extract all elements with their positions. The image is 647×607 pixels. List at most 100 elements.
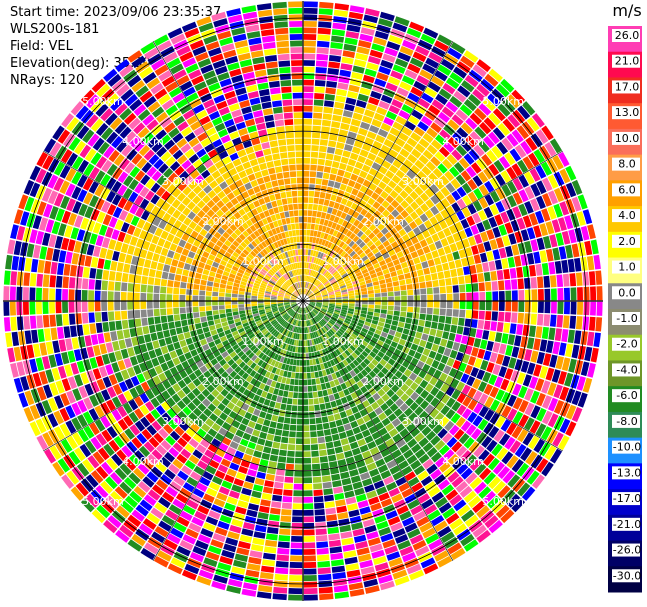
ppi-cell xyxy=(89,394,99,407)
ppi-cell xyxy=(477,273,485,283)
ppi-cell xyxy=(206,286,213,292)
ppi-cell xyxy=(115,529,130,543)
ppi-cell xyxy=(142,351,151,362)
ppi-cell xyxy=(318,370,323,378)
ppi-cell xyxy=(264,304,271,307)
ppi-cell xyxy=(176,400,187,410)
ppi-cell xyxy=(377,442,388,452)
ppi-cell xyxy=(390,70,403,80)
ppi-cell xyxy=(129,424,141,436)
ppi-cell xyxy=(142,267,150,276)
ppi-cell xyxy=(112,340,120,351)
ppi-cell xyxy=(225,308,232,313)
ppi-cell xyxy=(188,454,200,465)
ppi-cell xyxy=(330,467,340,475)
ppi-cell xyxy=(486,229,495,240)
ppi-cell xyxy=(278,279,284,285)
ppi-cell xyxy=(347,338,354,345)
ppi-cell xyxy=(299,373,303,379)
ppi-cell xyxy=(284,303,290,305)
ppi-cell xyxy=(373,262,380,269)
ppi-cell xyxy=(271,501,282,509)
ppi-cell xyxy=(285,307,292,311)
ppi-cell xyxy=(596,286,603,301)
ppi-cell xyxy=(303,164,310,171)
ppi-cell xyxy=(398,413,408,423)
ppi-cell xyxy=(253,408,261,417)
ppi-cell xyxy=(462,195,472,206)
ppi-cell xyxy=(484,396,495,408)
ppi-cell xyxy=(405,195,414,205)
ppi-cell xyxy=(322,269,328,276)
ppi-cell xyxy=(461,80,475,93)
ppi-cell xyxy=(380,122,392,132)
ppi-cell xyxy=(447,119,460,131)
ppi-cell xyxy=(335,398,343,406)
ppi-cell xyxy=(343,171,352,179)
ppi-cell xyxy=(213,574,228,584)
ppi-cell xyxy=(367,396,376,405)
ppi-cell xyxy=(243,259,250,266)
ppi-cell xyxy=(241,191,250,199)
ppi-cell xyxy=(498,280,505,291)
ppi-cell xyxy=(80,109,94,124)
ppi-cell xyxy=(359,281,366,286)
ppi-cell xyxy=(464,247,473,257)
ppi-cell xyxy=(398,132,409,142)
ppi-cell xyxy=(90,470,104,484)
ppi-cell xyxy=(507,408,518,421)
ppi-cell xyxy=(303,477,313,484)
ppi-cell xyxy=(151,357,160,367)
ppi-cell xyxy=(197,209,206,219)
ppi-cell xyxy=(440,198,451,209)
ppi-cell xyxy=(287,450,295,457)
ppi-cell xyxy=(341,537,354,546)
ppi-cell xyxy=(118,381,129,393)
ppi-cell xyxy=(303,118,313,125)
ppi-cell xyxy=(72,388,82,401)
ppi-cell xyxy=(32,372,42,387)
ppi-cell xyxy=(285,470,294,477)
ppi-cell xyxy=(525,451,538,465)
ppi-cell xyxy=(196,234,204,242)
ppi-cell xyxy=(204,348,213,356)
ppi-cell xyxy=(552,341,561,355)
ppi-cell xyxy=(169,328,177,336)
ppi-cell xyxy=(440,393,451,404)
ppi-cell xyxy=(396,326,404,333)
ppi-cell xyxy=(151,106,165,118)
ppi-cell xyxy=(486,439,498,453)
ppi-cell xyxy=(293,490,303,497)
ppi-cell xyxy=(146,77,161,90)
ppi-cell xyxy=(276,333,282,339)
ppi-cell xyxy=(425,341,433,350)
ppi-cell xyxy=(528,435,540,450)
ppi-cell xyxy=(488,163,500,176)
ppi-cell xyxy=(16,361,26,377)
ppi-cell xyxy=(186,295,192,301)
ppi-cell xyxy=(277,297,284,299)
ppi-cell xyxy=(328,454,337,462)
ppi-cell xyxy=(277,462,286,470)
ppi-cell xyxy=(119,107,132,121)
ppi-cell xyxy=(20,242,29,257)
ppi-cell xyxy=(294,464,303,471)
ppi-cell xyxy=(211,438,221,448)
ppi-cell xyxy=(563,287,570,301)
ppi-cell xyxy=(356,46,370,55)
ppi-cell xyxy=(350,391,358,400)
ppi-cell xyxy=(512,206,522,219)
ppi-cell xyxy=(248,202,256,211)
ppi-cell xyxy=(347,158,357,167)
ppi-cell xyxy=(285,306,291,310)
ppi-cell xyxy=(212,533,226,543)
ppi-cell xyxy=(207,190,217,199)
ppi-cell xyxy=(303,366,307,373)
ppi-cell xyxy=(347,414,356,423)
ppi-cell xyxy=(199,311,206,317)
ppi-cell xyxy=(163,538,178,551)
ppi-cell xyxy=(317,283,323,289)
ppi-cell xyxy=(328,55,342,63)
ppi-cell xyxy=(369,379,377,387)
ppi-cell xyxy=(231,566,246,575)
